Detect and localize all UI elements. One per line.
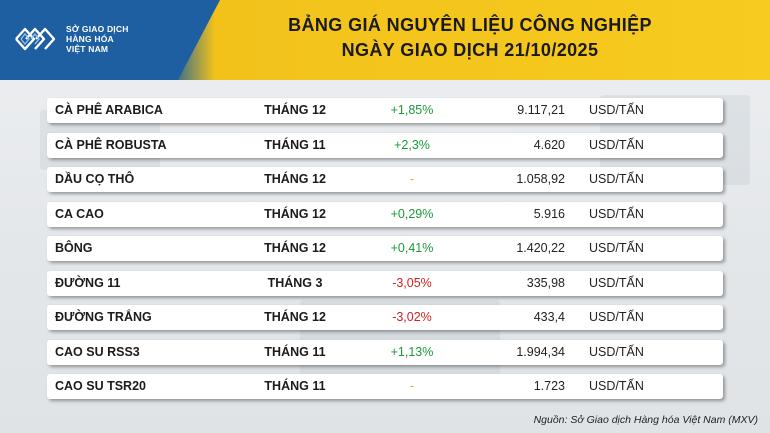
table-row: CÀ PHÊ ARABICA THÁNG 12 +1,85% 9.117,21 …	[47, 98, 723, 123]
commodity-name: CAO SU RSS3	[55, 344, 140, 359]
logo-line: VIỆT NAM	[66, 44, 109, 54]
price-unit: USD/TẤN	[589, 275, 644, 290]
commodity-name: BÔNG	[55, 241, 93, 255]
logo-line: SỞ GIAO DỊCH	[66, 24, 129, 34]
price-value: 4.620	[533, 137, 565, 152]
commodity-name: CÀ PHÊ ROBUSTA	[55, 137, 167, 152]
price-change: -	[409, 379, 415, 393]
commodity-name: CÀ PHÊ ARABICA	[55, 103, 163, 117]
mxv-logo-icon	[15, 27, 56, 51]
price-change: +1,85%	[390, 103, 434, 117]
price-unit: USD/TẤN	[589, 310, 644, 324]
contract-month: THÁNG 12	[264, 206, 326, 221]
price-unit: USD/TẤN	[589, 344, 644, 359]
table-row: ĐƯỜNG TRẮNG THÁNG 12 -3,02% 433,4 USD/TẤ…	[47, 305, 723, 330]
price-unit: USD/TẤN	[589, 206, 644, 221]
table-row: DẦU CỌ THÔ THÁNG 12 - 1.058,92 USD/TẤN	[47, 167, 723, 192]
page-title: BẢNG GIÁ NGUYÊN LIỆU CÔNG NGHIỆP	[288, 15, 652, 35]
price-value: 335,98	[526, 275, 565, 290]
table-row: CÀ PHÊ ROBUSTA THÁNG 11 +2,3% 4.620 USD/…	[47, 132, 723, 158]
contract-month: THÁNG 12	[264, 103, 326, 117]
price-value: 433,4	[533, 310, 565, 324]
contract-month: THÁNG 12	[264, 310, 326, 324]
price-change: -3,02%	[392, 310, 432, 324]
price-unit: USD/TẤN	[589, 103, 644, 117]
price-change: +0,41%	[390, 241, 434, 255]
price-change: +2,3%	[394, 137, 430, 152]
contract-month: THÁNG 12	[264, 241, 326, 255]
price-value: 1.723	[533, 379, 565, 393]
price-unit: USD/TẤN	[589, 172, 644, 186]
commodity-name: DẦU CỌ THÔ	[55, 172, 135, 186]
price-change: +1,13%	[390, 344, 434, 359]
table-row: ĐƯỜNG 11 THÁNG 3 -3,05% 335,98 USD/TẤN	[47, 270, 723, 296]
contract-month: THÁNG 11	[264, 137, 326, 152]
header-banner	[0, 0, 770, 80]
logo-line: HÀNG HÓA	[66, 34, 114, 44]
price-value: 1.058,92	[516, 172, 565, 186]
price-unit: USD/TẤN	[589, 137, 644, 152]
table-row: CA CAO THÁNG 12 +0,29% 5.916 USD/TẤN	[47, 201, 723, 227]
price-value: 5.916	[533, 206, 565, 221]
table-row: CAO SU RSS3 THÁNG 11 +1,13% 1.994,34 USD…	[47, 339, 723, 365]
commodity-name: ĐƯỜNG TRẮNG	[55, 310, 152, 324]
price-change: -3,05%	[392, 275, 432, 290]
commodity-name: CA CAO	[55, 206, 104, 221]
source-note: Nguồn: Sở Giao dịch Hàng hóa Việt Nam (M…	[533, 414, 758, 426]
price-value: 9.117,21	[517, 103, 565, 117]
mxv-logo: SỞ GIAO DỊCH HÀNG HÓA VIỆT NAM	[14, 14, 164, 64]
price-unit: USD/TẤN	[589, 241, 644, 255]
contract-month: THÁNG 11	[264, 379, 326, 393]
commodity-name: ĐƯỜNG 11	[55, 275, 121, 290]
price-unit: USD/TẤN	[589, 379, 644, 393]
price-change: -	[409, 172, 415, 186]
commodity-name: CAO SU TSR20	[55, 379, 146, 393]
table-row: BÔNG THÁNG 12 +0,41% 1.420,22 USD/TẤN	[47, 236, 723, 261]
page-subtitle: NGÀY GIAO DỊCH 21/10/2025	[341, 40, 599, 60]
contract-month: THÁNG 12	[264, 172, 326, 186]
price-value: 1.994,34	[516, 344, 565, 359]
price-value: 1.420,22	[516, 241, 565, 255]
contract-month: THÁNG 3	[267, 275, 323, 290]
contract-month: THÁNG 11	[264, 344, 326, 359]
logo-text: SỞ GIAO DỊCH HÀNG HÓA VIỆT NAM	[66, 24, 129, 54]
price-change: +0,29%	[390, 206, 434, 221]
table-row: CAO SU TSR20 THÁNG 11 - 1.723 USD/TẤN	[47, 374, 723, 399]
